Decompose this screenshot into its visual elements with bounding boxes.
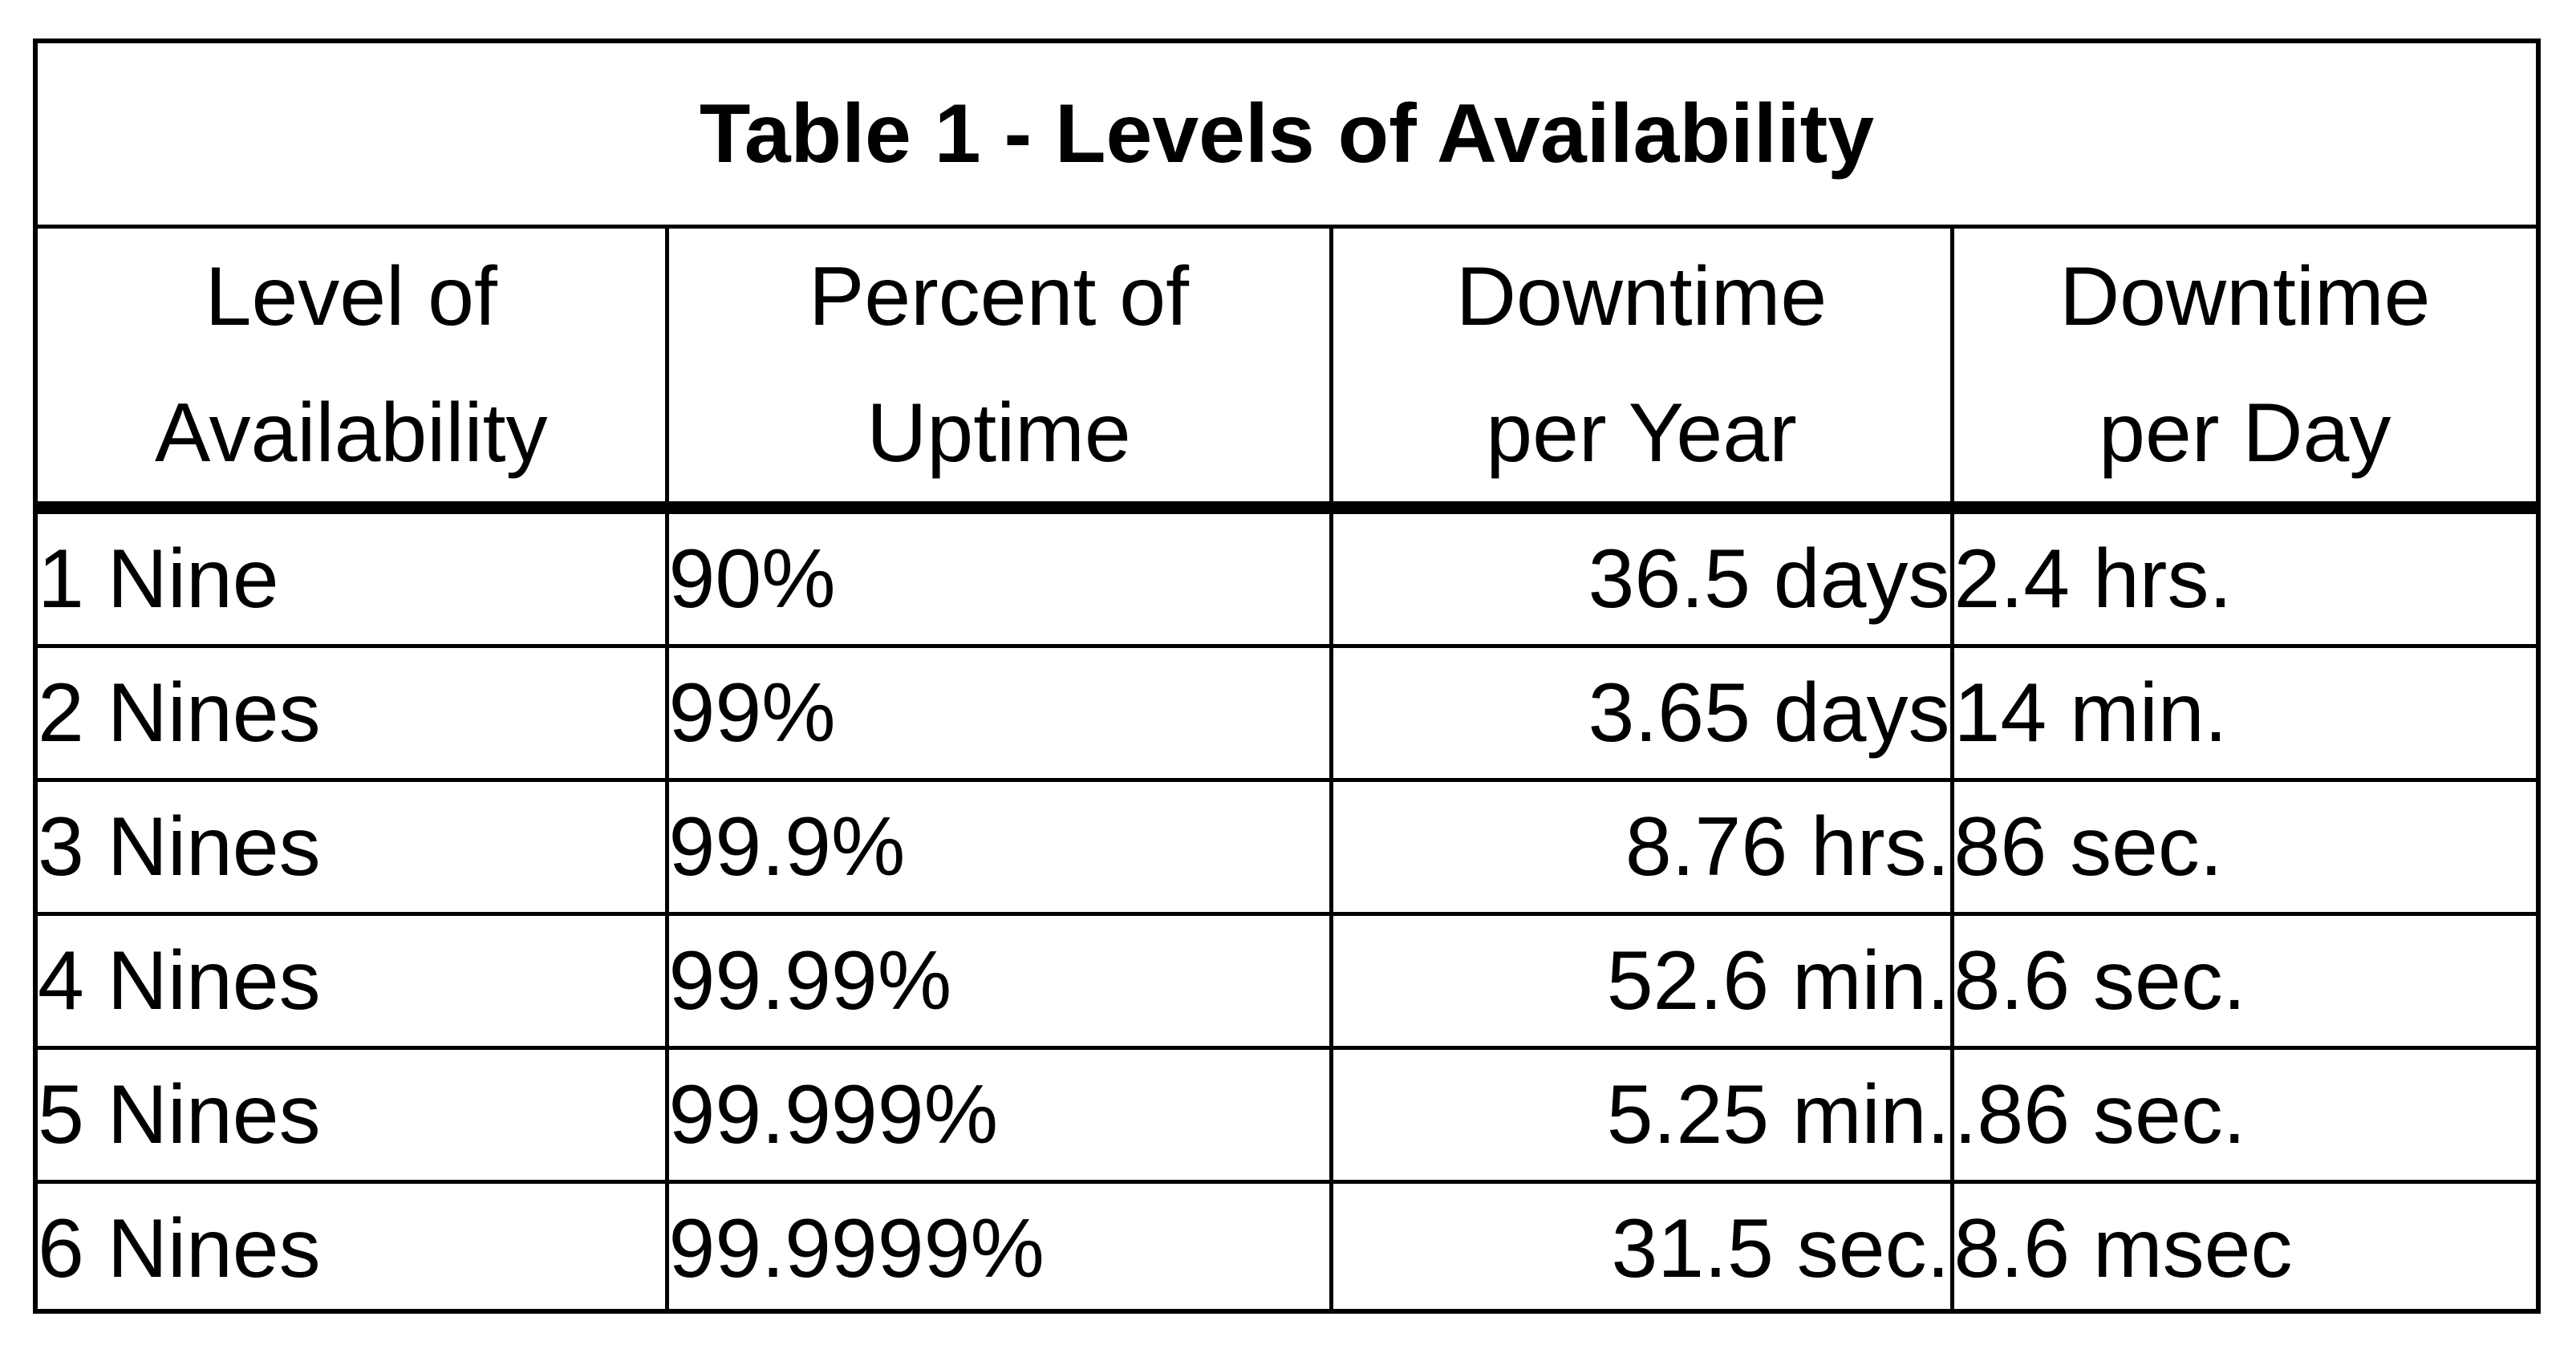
cell-downtime-per-day: 8.6 sec. <box>1952 914 2536 1050</box>
cell-downtime-per-day: 14 min. <box>1952 646 2536 782</box>
cell-downtime-per-day: 8.6 msec <box>1953 1201 2293 1295</box>
header-downtime-per-day: Downtime per Day <box>1952 226 2536 514</box>
table-row: 5 Nines 99.999% 5.25 min. .86 sec. <box>38 1047 2536 1184</box>
cell-downtime-per-year: 5.25 min. <box>1331 1047 1954 1184</box>
header-downtime-per-year: Downtime per Year <box>1331 226 1954 514</box>
cell-level: 3 Nines <box>38 780 669 916</box>
cell-percent-uptime: 99.9999% <box>667 1181 1333 1314</box>
cell-downtime-per-year: 31.5 sec. <box>1331 1181 1954 1314</box>
table-row: 6 Nines 99.9999% 31.5 sec. 8.6 msec <box>38 1181 2536 1314</box>
table-title: Table 1 - Levels of Availability <box>38 43 2536 229</box>
cell-downtime-per-year: 8.76 hrs. <box>1331 780 1954 916</box>
cell-percent-uptime: 99.999% <box>667 1047 1333 1184</box>
cell-level: 5 Nines <box>38 1047 669 1184</box>
table-row: 1 Nine 90% 36.5 days 2.4 hrs. <box>38 508 2536 648</box>
availability-table: Table 1 - Levels of Availability Level o… <box>33 38 2541 1314</box>
cell-percent-uptime: 99.9% <box>667 780 1333 916</box>
header-line: Percent of <box>808 250 1190 343</box>
header-line: Downtime <box>1455 250 1828 343</box>
cell-level: 2 Nines <box>38 646 669 782</box>
cell-downtime-per-day: .86 sec. <box>1952 1047 2536 1184</box>
header-percent-of-uptime: Percent of Uptime <box>667 226 1333 514</box>
table-row: 4 Nines 99.99% 52.6 min. 8.6 sec. <box>38 914 2536 1050</box>
table-grid: Table 1 - Levels of Availability Level o… <box>38 43 2536 1314</box>
header-line: per Year <box>1486 387 1797 480</box>
header-line: per Day <box>2099 387 2391 480</box>
cell-percent-uptime: 99.99% <box>667 914 1333 1050</box>
header-line: Downtime <box>2059 250 2431 343</box>
cell-downtime-per-year: 52.6 min. <box>1331 914 1954 1050</box>
table-row: 2 Nines 99% 3.65 days 14 min. <box>38 646 2536 782</box>
cell-level: 4 Nines <box>38 914 669 1050</box>
cell-level: 1 Nine <box>38 508 669 648</box>
cell-downtime-per-year: 3.65 days <box>1331 646 1954 782</box>
header-line: Availability <box>155 387 548 480</box>
cell-downtime-per-year: 36.5 days <box>1331 508 1954 648</box>
cell-downtime-per-day: 2.4 hrs. <box>1952 508 2536 648</box>
table-row: 3 Nines 99.9% 8.76 hrs. 86 sec. <box>38 780 2536 916</box>
cell-downtime-per-day: 86 sec. <box>1952 780 2536 916</box>
header-line: Level of <box>205 250 497 343</box>
header-line: Uptime <box>866 387 1131 480</box>
header-level-of-availability: Level of Availability <box>38 226 669 514</box>
cell-level: 6 Nines <box>38 1181 669 1314</box>
cell-percent-uptime: 99% <box>667 646 1333 782</box>
cell-percent-uptime: 90% <box>667 508 1333 648</box>
